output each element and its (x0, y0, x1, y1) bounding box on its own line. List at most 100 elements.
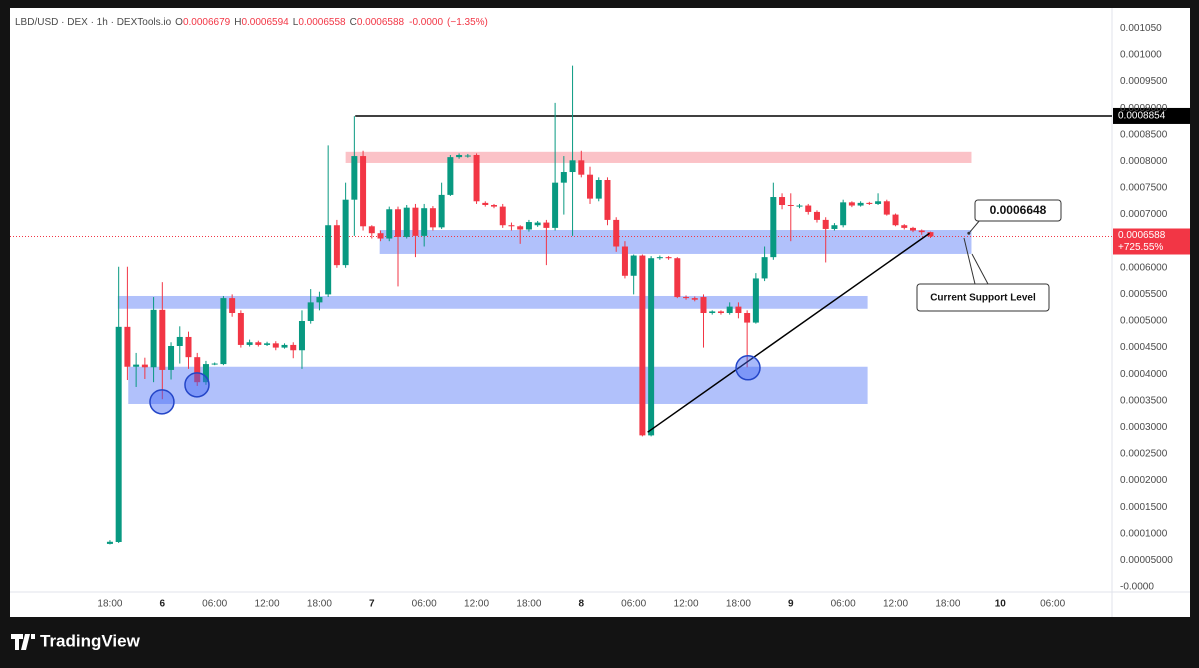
candle-body (875, 201, 882, 204)
candle-body (744, 313, 751, 323)
chart-header: LBD/USD · DEX · 1h · DEXTools.io O0.00066… (15, 17, 488, 28)
x-tick-label: 12:00 (674, 599, 699, 610)
y-tick-label: 0.0007000 (1120, 209, 1168, 220)
ohlc-key: L (293, 17, 299, 28)
callout-pointer (971, 253, 989, 285)
candle-body (866, 202, 873, 204)
candle-body (883, 201, 890, 215)
price-zone (379, 230, 972, 254)
chart-background (10, 8, 1190, 617)
x-tick-label: 12:00 (255, 599, 280, 610)
candle-body (700, 297, 707, 314)
candle-body (909, 227, 916, 231)
candle-body (587, 174, 594, 199)
y-tick-label: 0.0005000 (1120, 316, 1168, 327)
candle-body (735, 306, 742, 314)
x-tick-label: 10 (995, 599, 1007, 610)
candle-body (246, 342, 253, 345)
candle-body (709, 311, 716, 314)
x-tick-label: 06:00 (202, 599, 227, 610)
touch-marker (184, 372, 210, 398)
y-tick-label: 0.0005500 (1120, 289, 1168, 300)
candle-body (412, 207, 419, 236)
candle-body (918, 230, 925, 233)
touch-marker (149, 389, 175, 415)
candle-body (473, 154, 480, 202)
brand-name: TradingView (40, 631, 141, 650)
candle-body (394, 209, 401, 237)
x-tick-label: 06:00 (412, 599, 437, 610)
x-tick-label: 12:00 (464, 599, 489, 610)
candle-body (255, 342, 262, 345)
ohlc-key: H (234, 17, 241, 28)
ohlc-value: 0.0006594 (241, 17, 289, 28)
y-tick-label: 0.0002500 (1120, 449, 1168, 460)
x-tick-label: 06:00 (621, 599, 646, 610)
candle-body (508, 225, 515, 227)
y-tick-label: 0.0008000 (1120, 156, 1168, 167)
y-tick-label: 0.0001000 (1120, 528, 1168, 539)
y-tick-label: 0.0009500 (1120, 76, 1168, 87)
x-tick-label: 6 (160, 599, 166, 610)
candle-body (229, 298, 236, 314)
candle-body (264, 343, 271, 345)
candle-body (351, 156, 358, 200)
price-zone (345, 151, 972, 163)
candle-body (517, 226, 524, 230)
candle-body (499, 206, 506, 226)
candle-body (194, 357, 201, 383)
x-tick-label: 9 (788, 599, 794, 610)
ohlc-value: 0.0006558 (298, 17, 346, 28)
y-tick-label: 0.0003500 (1120, 395, 1168, 406)
plot-area (10, 65, 1112, 545)
candle-body (464, 155, 471, 157)
candle-body (691, 298, 698, 300)
x-tick-label: 18:00 (935, 599, 960, 610)
candle-body (525, 222, 532, 230)
x-tick-label: 06:00 (831, 599, 856, 610)
candle-body (831, 225, 838, 229)
candle-body (857, 202, 864, 206)
price-zone (128, 366, 868, 404)
x-tick-label: 18:00 (97, 599, 122, 610)
candle-body (482, 202, 489, 206)
y-tick-label: 0.0007500 (1120, 183, 1168, 194)
ohlc-value: 0.0006679 (183, 17, 231, 28)
candle-body (604, 180, 611, 220)
ohlc-key: O (175, 17, 183, 28)
candle-body (124, 326, 131, 367)
candle-body (648, 258, 655, 436)
x-tick-label: 18:00 (307, 599, 332, 610)
callout-value: 0.0006648 (990, 203, 1047, 217)
candle-body (822, 219, 829, 229)
candle-body (683, 297, 690, 299)
ohlc-value: 0.0006588 (357, 17, 405, 28)
y-tick-label: 0.0001500 (1120, 502, 1168, 513)
x-tick-label: 06:00 (1040, 599, 1065, 610)
change: -0.0000 (409, 17, 443, 28)
price-zone (117, 295, 868, 309)
candle-body (185, 336, 192, 358)
candle-body (639, 255, 646, 436)
candle-body (787, 205, 794, 207)
candle-body (368, 226, 375, 234)
callout-anchor (967, 231, 971, 235)
x-tick-label: 18:00 (726, 599, 751, 610)
candle-body (840, 202, 847, 226)
candle-body (595, 180, 602, 199)
candle-body (290, 344, 297, 351)
candle-body (377, 233, 384, 239)
y-tick-label: 0.0002000 (1120, 475, 1168, 486)
candle-body (848, 202, 855, 206)
candle-body (133, 364, 140, 367)
candle-body (543, 222, 550, 228)
candle-body (429, 208, 436, 228)
candle-body (717, 311, 724, 314)
candle-body (456, 154, 463, 158)
candle-body (813, 211, 820, 220)
candle-body (307, 302, 314, 321)
y-tick-label: 0.001050 (1120, 23, 1162, 34)
candle-body (220, 298, 227, 365)
candle-body (272, 343, 279, 348)
